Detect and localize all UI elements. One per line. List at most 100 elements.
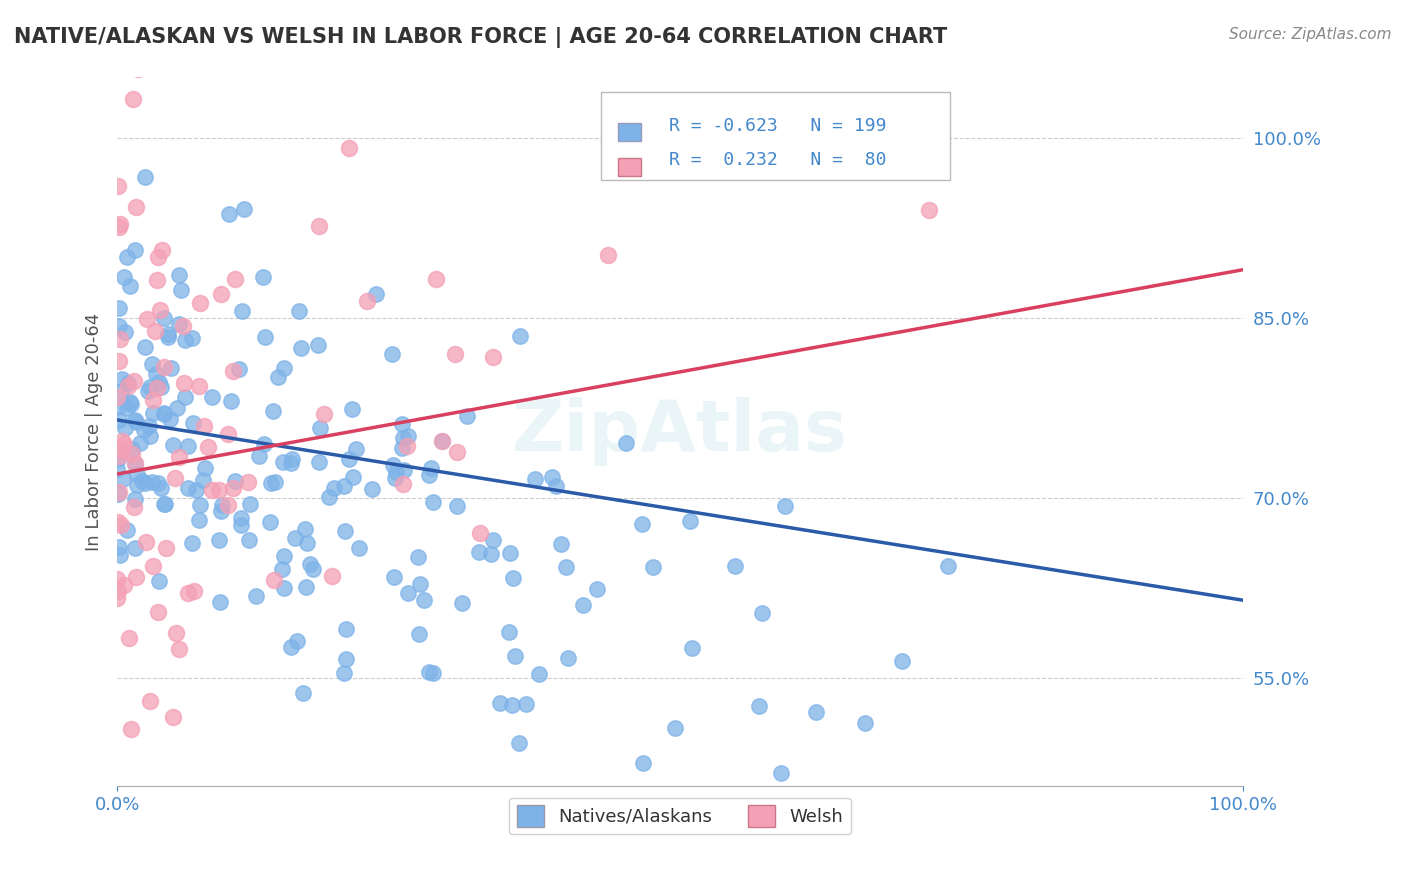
Point (446, 500, 468, 514)
Point (114, 421, 136, 435)
Point (153, 497, 176, 511)
Point (180, 331, 202, 345)
Point (540, 469, 562, 483)
Point (337, 141, 360, 155)
Point (333, 665, 356, 680)
Point (121, 442, 143, 457)
Point (107, 179, 129, 194)
Point (111, 443, 134, 458)
Point (188, 498, 211, 512)
Point (138, 419, 160, 434)
Point (681, 640, 703, 655)
Point (364, 287, 387, 301)
Point (118, 631, 141, 645)
Point (139, 380, 162, 394)
Point (146, 250, 169, 264)
Point (318, 491, 340, 505)
Point (135, 311, 157, 326)
Point (479, 547, 502, 561)
Point (105, 462, 128, 476)
Point (159, 412, 181, 426)
Point (342, 470, 364, 484)
Point (114, 325, 136, 339)
Point (509, 329, 531, 343)
Point (664, 722, 686, 736)
Point (422, 494, 444, 508)
FancyBboxPatch shape (619, 123, 641, 141)
Point (107, 515, 129, 529)
Point (550, 537, 572, 551)
Point (281, 452, 304, 467)
Point (120, 397, 142, 411)
Point (118, 394, 141, 409)
Point (253, 330, 276, 344)
Point (217, 498, 239, 512)
FancyBboxPatch shape (619, 158, 641, 176)
Point (117, 250, 139, 264)
Point (105, 390, 128, 404)
Point (396, 586, 419, 600)
Point (132, 423, 155, 437)
Point (748, 699, 770, 714)
Point (127, 62, 149, 77)
Point (391, 441, 413, 455)
Point (124, 243, 146, 257)
Point (312, 407, 335, 421)
Point (450, 597, 472, 611)
Point (391, 477, 413, 491)
Point (174, 334, 197, 348)
Point (853, 715, 876, 730)
Point (108, 354, 131, 368)
Point (211, 498, 233, 512)
Point (332, 479, 354, 493)
Point (188, 378, 211, 392)
Point (153, 497, 176, 511)
Point (108, 319, 131, 334)
Point (221, 481, 243, 495)
Point (110, 332, 132, 346)
Point (107, 487, 129, 501)
FancyBboxPatch shape (602, 92, 950, 180)
Point (221, 393, 243, 408)
Point (112, 437, 135, 451)
Point (392, 431, 415, 445)
Text: ZipAtlas: ZipAtlas (512, 398, 848, 467)
Point (253, 437, 276, 451)
Point (239, 498, 262, 512)
Point (349, 541, 371, 555)
Point (418, 468, 440, 483)
Text: NATIVE/ALASKAN VS WELSH IN LABOR FORCE | AGE 20-64 CORRELATION CHART: NATIVE/ALASKAN VS WELSH IN LABOR FORCE |… (14, 27, 948, 48)
Point (209, 504, 232, 518)
Point (432, 434, 454, 449)
Point (643, 560, 665, 574)
Point (284, 531, 307, 545)
Point (337, 451, 360, 466)
Point (544, 479, 567, 493)
Point (107, 452, 129, 467)
Point (527, 666, 550, 681)
Point (263, 475, 285, 489)
Point (555, 559, 578, 574)
Point (108, 541, 131, 555)
Point (468, 545, 491, 559)
Point (344, 442, 367, 457)
Point (418, 665, 440, 679)
Point (111, 434, 134, 449)
Point (125, 477, 148, 491)
Point (262, 404, 284, 418)
Point (170, 283, 193, 297)
Point (155, 541, 177, 555)
Point (194, 461, 217, 475)
Point (557, 650, 579, 665)
Text: Source: ZipAtlas.com: Source: ZipAtlas.com (1229, 27, 1392, 42)
Point (162, 438, 184, 452)
Point (110, 384, 132, 398)
Point (499, 546, 522, 560)
Legend: Natives/Alaskans, Welsh: Natives/Alaskans, Welsh (509, 797, 851, 834)
Point (408, 627, 430, 641)
Point (125, 415, 148, 429)
Point (110, 518, 132, 533)
Point (112, 577, 135, 591)
Point (118, 278, 141, 293)
Point (456, 409, 478, 424)
